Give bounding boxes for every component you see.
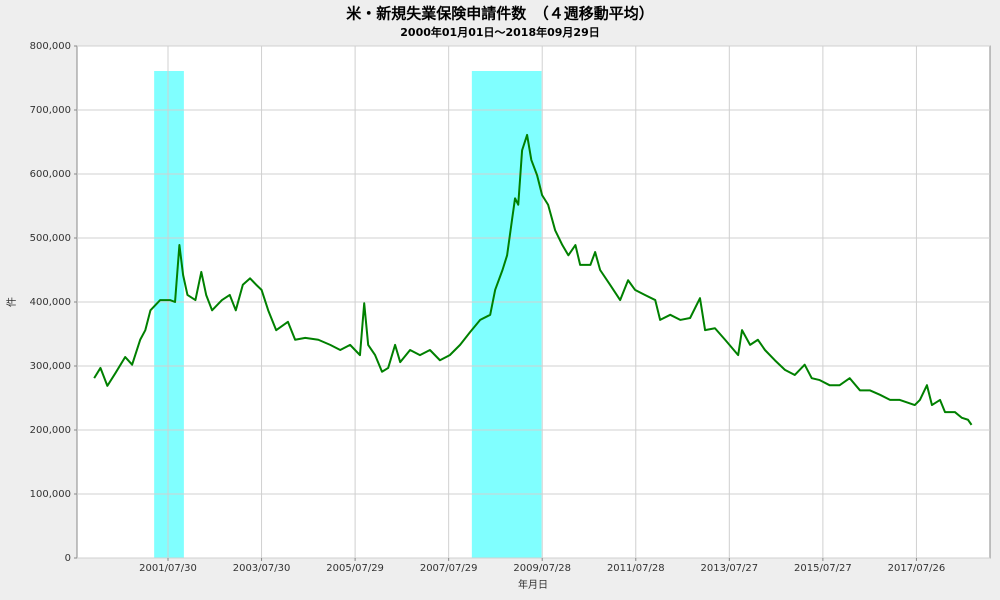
x-tick-label: 2005/07/29: [326, 563, 384, 574]
y-tick-label: 700,000: [30, 105, 71, 116]
x-tick-label: 2009/07/28: [513, 563, 571, 574]
y-tick-label: 400,000: [30, 297, 71, 308]
x-tick-label: 2007/07/29: [420, 563, 478, 574]
y-tick-label: 800,000: [30, 41, 71, 52]
x-tick-label: 2011/07/28: [607, 563, 665, 574]
chart-title: 米・新規失業保険申請件数 （４週移動平均）: [346, 5, 654, 23]
x-tick-label: 2001/07/30: [139, 563, 197, 574]
data-line: [93, 133, 973, 426]
x-tick-label: 2015/07/27: [794, 563, 852, 574]
chart-subtitle: 2000年01月01日～2018年09月29日: [400, 25, 599, 39]
x-tick-label: 2017/07/26: [888, 563, 946, 574]
y-tick-label: 0: [65, 553, 71, 564]
y-tick-label: 300,000: [30, 361, 71, 372]
y-tick-label: 600,000: [30, 169, 71, 180]
shaded-band: [471, 71, 542, 558]
y-tick-label: 500,000: [30, 233, 71, 244]
y-tick-label: 200,000: [30, 425, 71, 436]
x-axis-label: 年月日: [518, 578, 548, 591]
y-tick-label: 100,000: [30, 489, 71, 500]
x-tick-label: 2003/07/30: [233, 563, 291, 574]
x-tick-label: 2013/07/27: [701, 563, 759, 574]
y-axis-label: 件: [6, 297, 18, 307]
shaded-band: [154, 71, 184, 558]
